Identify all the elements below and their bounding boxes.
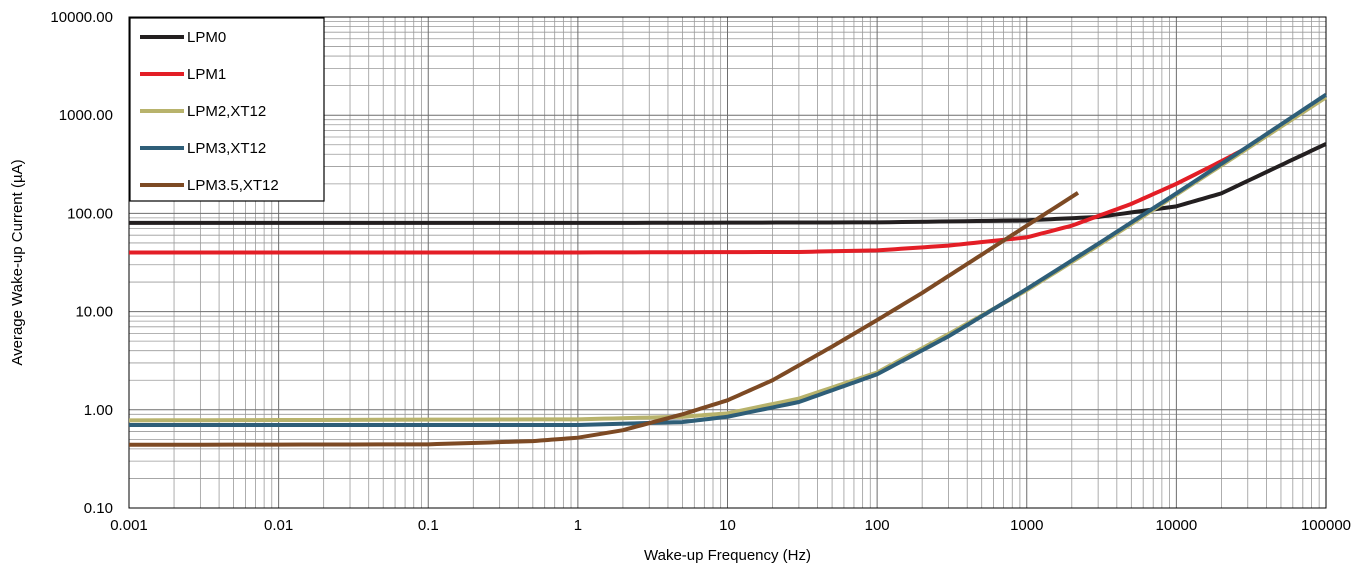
x-tick-label: 100000 xyxy=(1301,517,1351,534)
legend-label-lpm0: LPM0 xyxy=(187,29,226,46)
legend: LPM0 LPM1 LPM2,XT12 LPM3,XT12 LPM3.5,XT12 xyxy=(129,17,325,202)
x-tick-label: 0.001 xyxy=(110,517,148,534)
legend-label-lpm1: LPM1 xyxy=(187,66,226,83)
legend-label-lpm3-xt12: LPM3,XT12 xyxy=(187,140,266,157)
y-tick-label: 100.00 xyxy=(67,205,113,222)
legend-label-lpm2-xt12: LPM2,XT12 xyxy=(187,103,266,120)
x-tick-label: 10000 xyxy=(1156,517,1198,534)
y-tick-label: 1.00 xyxy=(84,402,113,419)
series-layer xyxy=(128,92,1328,447)
y-axis-tick-labels: 0.10 1.00 10.00 100.00 1000.00 10000.00 xyxy=(50,9,113,517)
y-tick-label: 1000.00 xyxy=(59,107,113,124)
y-tick-label: 10.00 xyxy=(75,304,113,321)
series-line-lpm3-xt12 xyxy=(129,92,1328,428)
x-tick-label: 100 xyxy=(865,517,890,534)
legend-label-lpm3-5-xt12: LPM3.5,XT12 xyxy=(187,177,279,194)
x-tick-label: 0.1 xyxy=(418,517,439,534)
series-line-lpm1 xyxy=(129,145,1249,255)
plot-area-border xyxy=(128,16,1327,509)
series-line-lpm3-5-xt12 xyxy=(128,191,1080,447)
x-axis-tick-labels: 0.001 0.01 0.1 1 10 100 1000 10000 100000 xyxy=(110,517,1351,534)
x-axis-title: Wake-up Frequency (Hz) xyxy=(644,547,811,564)
y-axis-title: Average Wake-up Current (µA) xyxy=(9,159,26,365)
y-tick-label: 10000.00 xyxy=(50,9,113,26)
y-tick-label: 0.10 xyxy=(84,500,113,517)
x-tick-label: 10 xyxy=(719,517,736,534)
x-tick-label: 0.01 xyxy=(264,517,293,534)
x-tick-label: 1000 xyxy=(1010,517,1043,534)
x-tick-label: 1 xyxy=(574,517,582,534)
